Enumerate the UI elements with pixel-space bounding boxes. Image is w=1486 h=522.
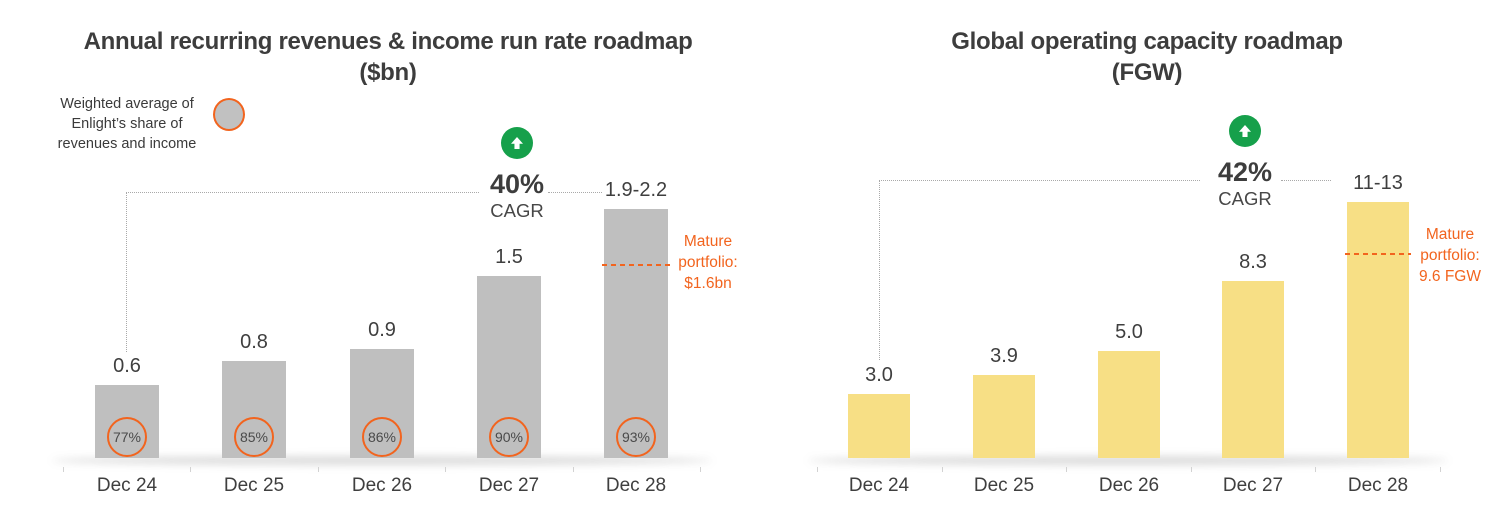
category-label: Dec 26 bbox=[1098, 475, 1160, 496]
category-label: Dec 27 bbox=[478, 475, 540, 496]
bar-dec-28 bbox=[604, 209, 668, 458]
bar-dec-24 bbox=[848, 394, 910, 458]
chart-title-line1: Global operating capacity roadmap bbox=[951, 28, 1343, 55]
cagr-label: CAGR bbox=[1218, 188, 1272, 209]
axis-tick bbox=[1191, 467, 1192, 472]
bar-value-label: 3.9 bbox=[990, 345, 1018, 367]
cagr-value: 42% bbox=[1217, 157, 1273, 187]
bar-dec-25 bbox=[973, 375, 1035, 458]
cagr-bracket-line bbox=[879, 180, 1200, 181]
bar-value-label: 0.8 bbox=[240, 331, 268, 353]
share-percent-circle: 93% bbox=[616, 417, 656, 457]
axis-tick bbox=[1440, 467, 1441, 472]
bar-dec-26 bbox=[1098, 351, 1160, 458]
chart-title-line2: ($bn) bbox=[359, 59, 417, 86]
cagr-callout-revenues: 40% CAGR bbox=[457, 170, 577, 223]
bar-value-label: 5.0 bbox=[1115, 321, 1143, 343]
cagr-bracket-line bbox=[879, 180, 880, 360]
cagr-bracket-line bbox=[1281, 180, 1331, 181]
cagr-label: CAGR bbox=[490, 200, 544, 221]
axis-tick bbox=[817, 467, 818, 472]
legend-circle-icon bbox=[213, 98, 245, 131]
chart-title-capacity: Global operating capacity roadmap (FGW) bbox=[897, 26, 1397, 88]
cagr-value: 40% bbox=[489, 169, 545, 199]
chart-title-revenues: Annual recurring revenues & income run r… bbox=[38, 26, 738, 88]
category-label: Dec 27 bbox=[1222, 475, 1284, 496]
share-percent-circle: 86% bbox=[362, 417, 402, 457]
axis-tick bbox=[445, 467, 446, 472]
axis-tick bbox=[1066, 467, 1067, 472]
category-label: Dec 28 bbox=[1347, 475, 1409, 496]
bar-dec-27 bbox=[1222, 281, 1284, 458]
share-percent-circle: 77% bbox=[107, 417, 147, 457]
category-label: Dec 28 bbox=[605, 475, 667, 496]
cagr-bracket-line bbox=[126, 192, 479, 193]
category-label: Dec 25 bbox=[973, 475, 1035, 496]
bar-value-label: 11-13 bbox=[1353, 172, 1403, 194]
mature-portfolio-note-capacity: Mature portfolio: 9.6 FGW bbox=[1418, 226, 1481, 285]
bar-value-label: 8.3 bbox=[1239, 251, 1267, 273]
axis-tick bbox=[1315, 467, 1316, 472]
bar-dec-28 bbox=[1347, 202, 1409, 458]
mature-dashed-line bbox=[1345, 253, 1411, 255]
bar-value-label: 3.0 bbox=[865, 364, 893, 386]
axis-tick bbox=[190, 467, 191, 472]
cagr-callout-capacity: 42% CAGR bbox=[1185, 158, 1305, 211]
category-label: Dec 25 bbox=[223, 475, 285, 496]
share-percent-circle: 85% bbox=[234, 417, 274, 457]
baseline-shadow bbox=[808, 456, 1448, 465]
category-label: Dec 24 bbox=[848, 475, 910, 496]
axis-tick bbox=[63, 467, 64, 472]
bar-value-label: 1.5 bbox=[495, 246, 523, 268]
cagr-bracket-line bbox=[548, 192, 602, 193]
category-label: Dec 24 bbox=[96, 475, 158, 496]
axis-tick bbox=[700, 467, 701, 472]
cagr-bracket-line bbox=[126, 192, 127, 352]
axis-tick bbox=[942, 467, 943, 472]
growth-up-arrow-icon bbox=[501, 127, 533, 159]
share-percent-circle: 90% bbox=[489, 417, 529, 457]
chart-title-line1: Annual recurring revenues & income run r… bbox=[83, 28, 693, 55]
mature-portfolio-note-revenues: Mature portfolio: $1.6bn bbox=[678, 233, 738, 292]
legend-label: Weighted average of Enlight’s share of r… bbox=[57, 96, 197, 152]
baseline-shadow bbox=[52, 456, 712, 465]
bar-value-label: 0.6 bbox=[113, 355, 141, 377]
bar-value-label: 0.9 bbox=[368, 319, 396, 341]
axis-tick bbox=[573, 467, 574, 472]
growth-up-arrow-icon bbox=[1229, 115, 1261, 147]
mature-dashed-line bbox=[602, 264, 670, 266]
bar-value-label: 1.9-2.2 bbox=[604, 179, 668, 201]
chart-title-line2: (FGW) bbox=[1111, 59, 1183, 86]
category-label: Dec 26 bbox=[351, 475, 413, 496]
axis-tick bbox=[318, 467, 319, 472]
